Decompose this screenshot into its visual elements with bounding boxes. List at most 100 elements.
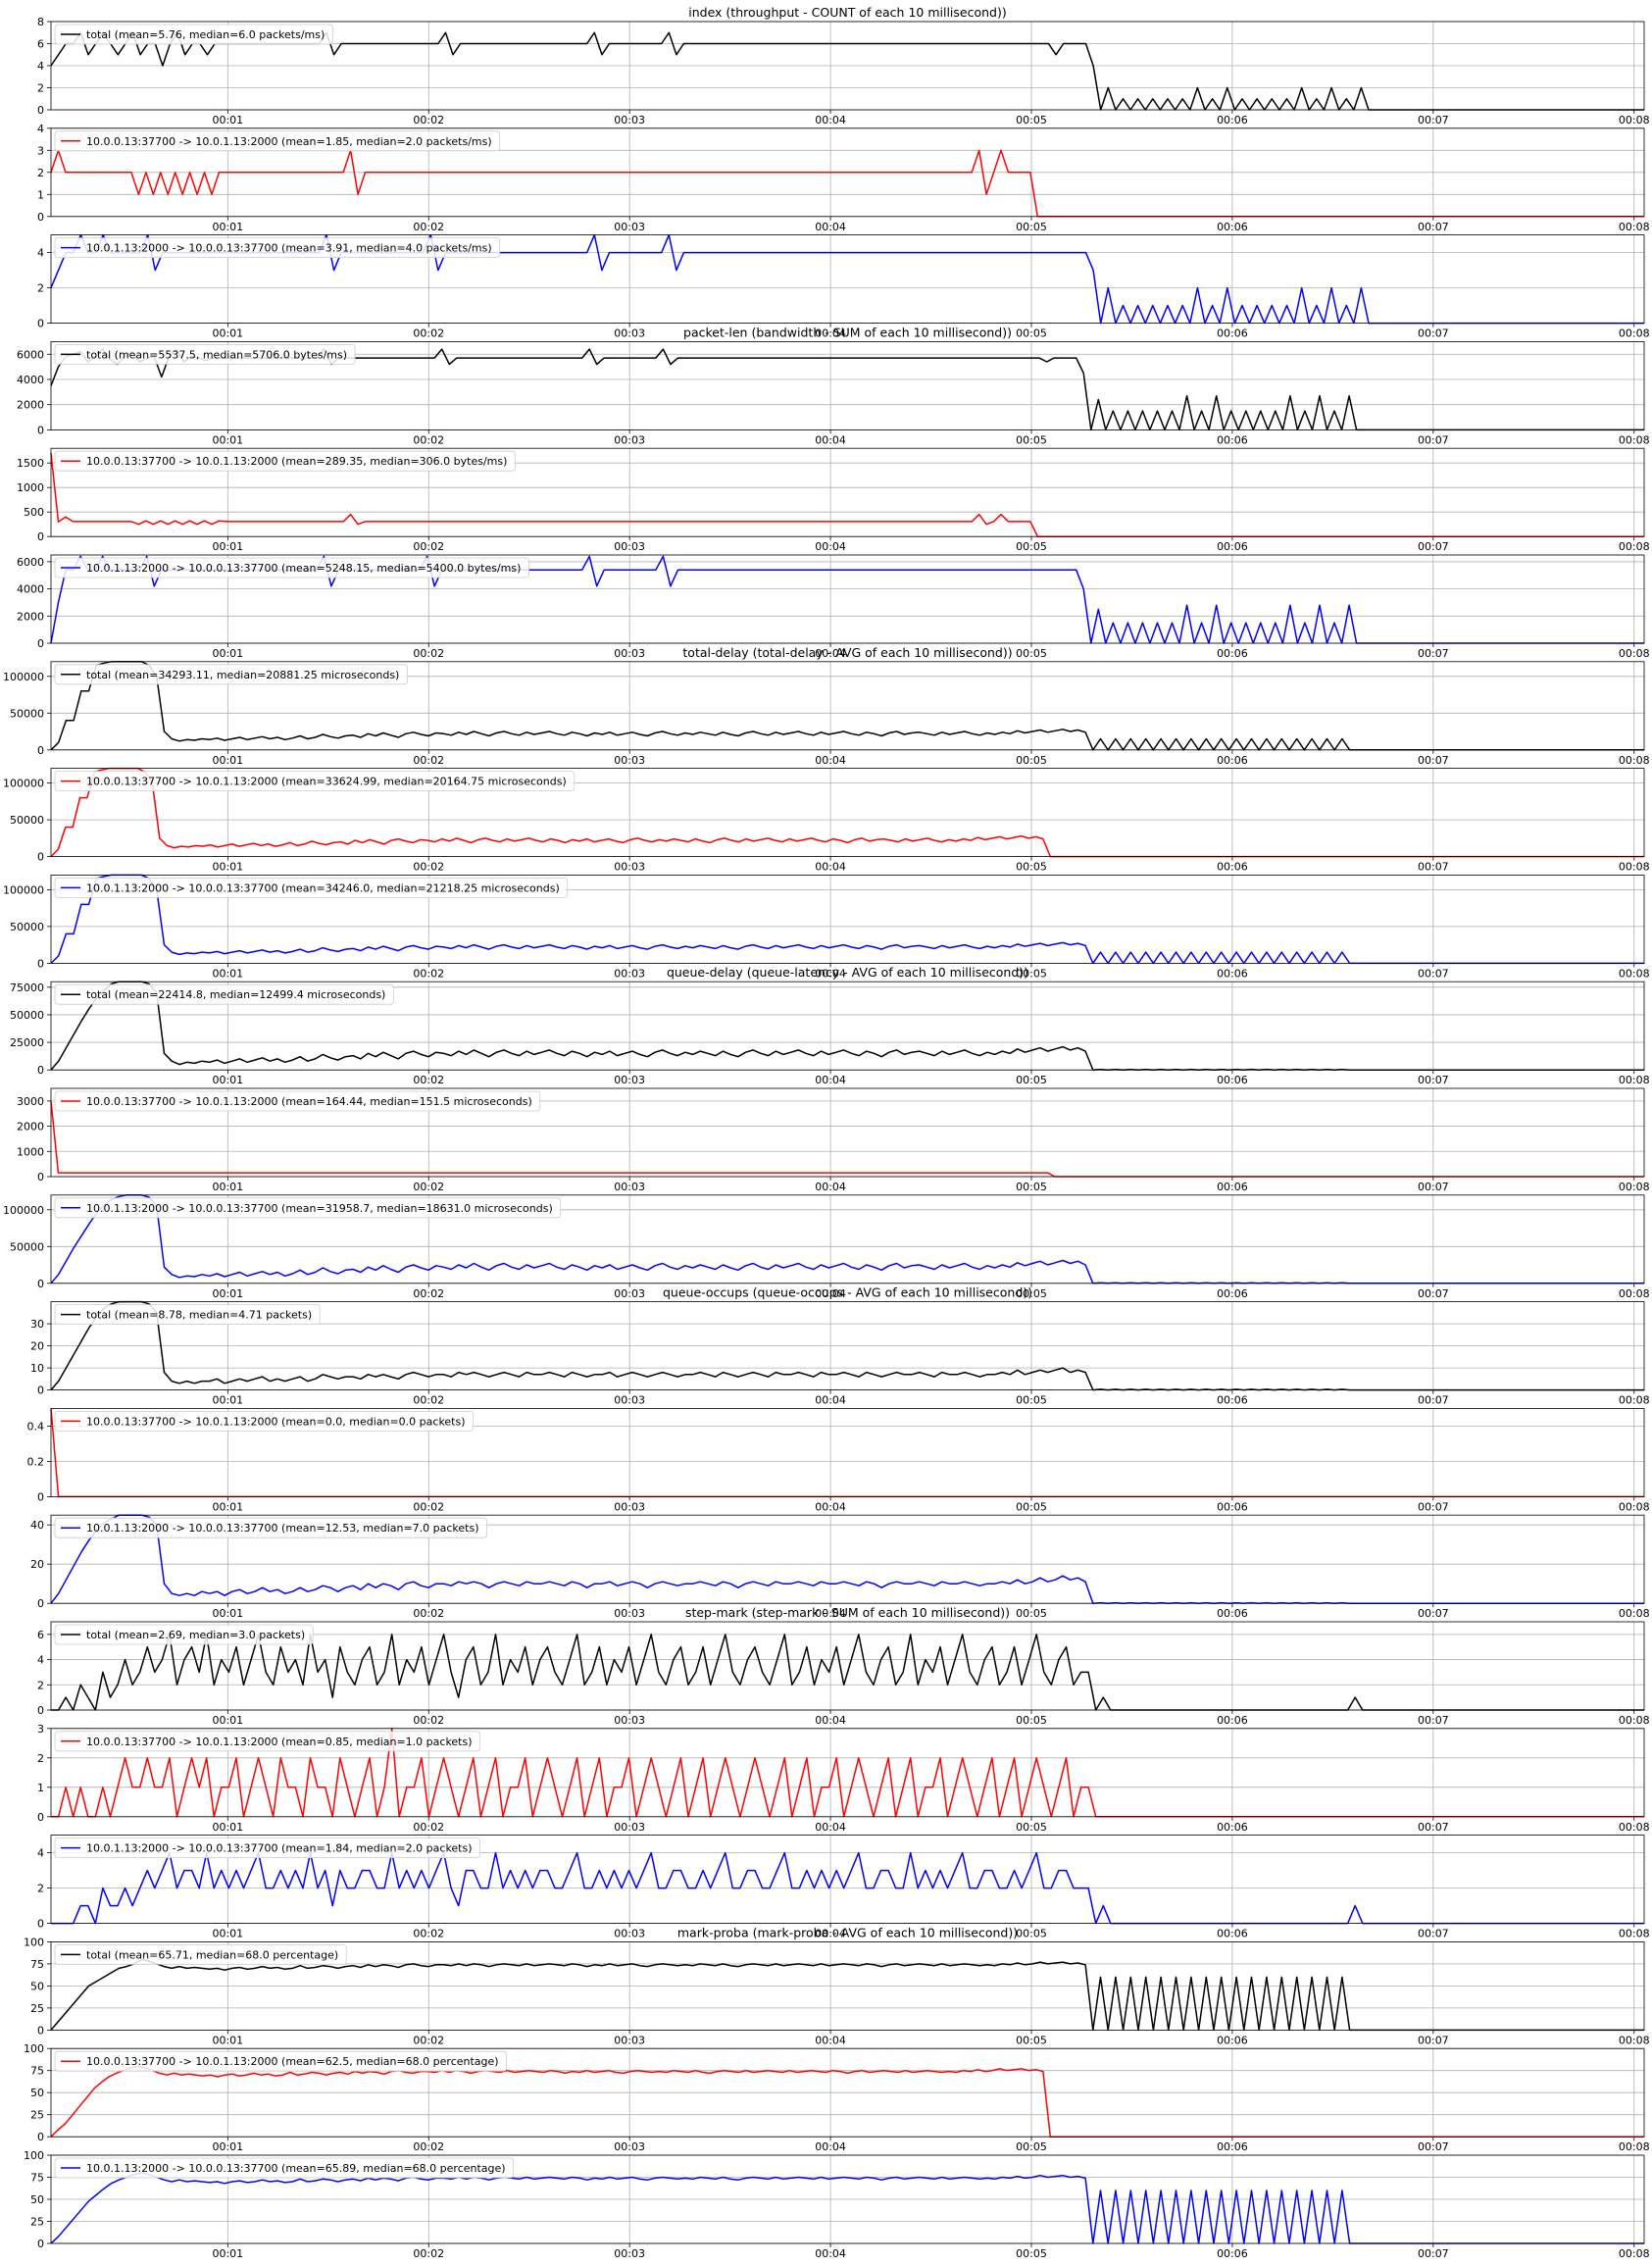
x-tick-label: 00:03 [614,1074,645,1086]
plot-frame [50,1941,1645,2031]
y-tick-label: 4000 [17,583,44,596]
legend-box [54,1517,487,1538]
legend-label: total (mean=34293.11, median=20881.25 mi… [86,669,399,681]
plot-frame [50,1728,1645,1818]
y-tick-label: 50000 [10,921,44,933]
y-tick-label: 100000 [3,778,44,790]
x-tick-label: 00:01 [212,2247,243,2260]
x-tick-label: 00:08 [1619,2247,1650,2260]
x-tick-label: 00:06 [1217,2140,1248,2153]
legend: 10.0.0.13:37700 -> 10.0.1.13:2000 (mean=… [54,130,501,152]
x-tick-label: 00:07 [1418,967,1449,980]
legend: 10.0.0.13:37700 -> 10.0.1.13:2000 (mean=… [54,2050,507,2072]
y-tick-label: 0 [37,851,44,864]
x-tick-label: 00:02 [413,1821,444,1834]
x-tick-label: 00:06 [1217,433,1248,446]
legend: total (mean=2.69, median=3.0 packets) [54,1624,314,1645]
legend: total (mean=8.78, median=4.71 packets) [54,1304,321,1325]
y-tick-label: 2 [37,82,44,95]
x-tick-label: 00:04 [815,1394,846,1407]
legend: 10.0.0.13:37700 -> 10.0.1.13:2000 (mean=… [54,771,576,791]
x-tick-label: 00:02 [413,1714,444,1727]
x-tick-label: 00:07 [1418,2034,1449,2046]
x-tick-label: 00:02 [413,1607,444,1620]
x-tick-label: 00:02 [413,1181,444,1193]
legend-label: 10.0.1.13:2000 -> 10.0.0.13:37700 (mean=… [86,881,560,894]
x-tick-label: 00:08 [1619,114,1650,126]
x-tick-label: 00:08 [1619,1821,1650,1834]
x-tick-label: 00:08 [1619,2140,1650,2153]
y-tick-label: 0 [37,1490,44,1503]
x-tick-label: 00:02 [413,2140,444,2153]
legend-label: 10.0.0.13:37700 -> 10.0.1.13:2000 (mean=… [86,776,567,788]
x-tick-label: 00:07 [1418,433,1449,446]
x-tick-label: 00:06 [1217,221,1248,233]
x-tick-label: 00:05 [1016,1607,1047,1620]
x-tick-label: 00:07 [1418,1928,1449,1940]
legend-box [54,1837,480,1858]
x-tick-label: 00:03 [614,1287,645,1300]
x-tick-label: 00:04 [815,1928,846,1940]
x-tick-label: 00:08 [1619,967,1650,980]
legend-box [54,1731,480,1752]
x-tick-label: 00:08 [1619,433,1650,446]
x-tick-label: 00:05 [1016,967,1047,980]
plot-frame [50,2047,1645,2138]
subplot-4: packet-len (bandwidth - SUM of each 10 m… [17,325,1650,446]
x-tick-label: 00:04 [815,1821,846,1834]
x-tick-label: 00:04 [815,647,846,660]
y-tick-label: 75000 [10,982,44,994]
x-tick-label: 00:07 [1418,2140,1449,2153]
y-tick-label: 6 [37,38,44,51]
x-tick-label: 00:06 [1217,754,1248,767]
legend-box [54,343,356,365]
x-tick-label: 00:01 [212,114,243,126]
x-tick-label: 00:08 [1619,1074,1650,1086]
x-tick-label: 00:04 [815,754,846,767]
y-tick-label: 2 [37,1752,44,1765]
x-tick-label: 00:08 [1619,1500,1650,1513]
y-tick-label: 3000 [17,1095,44,1108]
legend: 10.0.0.13:37700 -> 10.0.1.13:2000 (mean=… [54,1411,474,1432]
x-tick-label: 00:03 [614,114,645,126]
x-tick-label: 00:03 [614,1714,645,1727]
y-tick-label: 0 [37,1597,44,1610]
x-tick-label: 00:05 [1016,1287,1047,1300]
x-tick-label: 00:02 [413,433,444,446]
legend-label: total (mean=5.76, median=6.0 packets/ms) [86,28,325,41]
x-tick-label: 00:04 [815,1074,846,1086]
subplot-16: step-mark (step-mark - SUM of each 10 mi… [37,1605,1650,1727]
y-tick-label: 1 [37,188,44,201]
x-tick-label: 00:03 [614,1928,645,1940]
y-tick-label: 0 [37,424,44,436]
x-tick-label: 00:02 [413,1074,444,1086]
x-tick-label: 00:07 [1418,327,1449,340]
legend-box [54,2157,514,2179]
legend-box [54,557,529,579]
x-tick-label: 00:05 [1016,221,1047,233]
x-tick-label: 00:02 [413,221,444,233]
legend-label: 10.0.1.13:2000 -> 10.0.0.13:37700 (mean=… [86,1202,553,1215]
y-tick-label: 4 [37,123,44,135]
y-tick-label: 0.2 [27,1455,45,1468]
x-tick-label: 00:06 [1217,540,1248,553]
y-tick-label: 75 [30,2172,44,2185]
x-tick-label: 00:06 [1217,1500,1248,1513]
group-title: step-mark (step-mark - SUM of each 10 mi… [685,1605,1010,1620]
plot-frame [50,2154,1645,2244]
y-tick-label: 0 [37,2238,44,2250]
x-tick-label: 00:03 [614,1394,645,1407]
legend-box [54,1090,541,1112]
x-tick-label: 00:04 [815,327,846,340]
x-tick-label: 00:07 [1418,1500,1449,1513]
x-tick-label: 00:07 [1418,2247,1449,2260]
x-tick-label: 00:06 [1217,2034,1248,2046]
group-title: queue-delay (queue-latency - AVG of each… [667,965,1028,980]
legend: 10.0.0.13:37700 -> 10.0.1.13:2000 (mean=… [54,1090,541,1112]
y-tick-label: 0 [37,744,44,757]
legend-box [54,24,333,45]
x-tick-label: 00:08 [1619,327,1650,340]
y-tick-label: 50000 [10,1009,44,1022]
x-tick-label: 00:07 [1418,114,1449,126]
x-tick-label: 00:07 [1418,1821,1449,1834]
